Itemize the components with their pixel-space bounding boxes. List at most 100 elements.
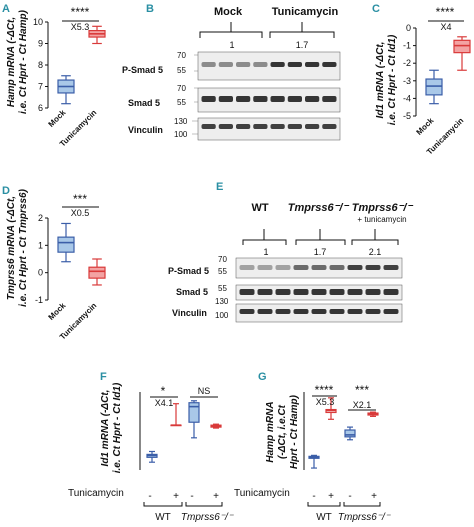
ratio-b-mock: 1 bbox=[229, 40, 234, 50]
y-label-c-line2: i.e. Ct Hprt - Ct Id1) bbox=[387, 34, 398, 125]
x-label-a-mock: Mock bbox=[47, 108, 68, 129]
panel-c: C Id1 mRNA (-ΔCt, i.e. Ct Hprt - Ct Id1)… bbox=[372, 3, 471, 157]
panel-g: G Hamp mRNA (-ΔCt, i.e.Ct Hprt - Ct Hamp… bbox=[234, 371, 391, 523]
blot-band bbox=[311, 265, 327, 270]
bracket-tmprss6-tunicamycin bbox=[351, 229, 399, 245]
panel-letter-e: E bbox=[216, 181, 223, 193]
x-label-c-mock: Mock bbox=[415, 116, 436, 137]
fold-g-wt: X5.3 bbox=[316, 397, 335, 407]
y-tick-label-c: -1 bbox=[403, 41, 411, 51]
box-d-1 bbox=[57, 222, 75, 263]
mw-e-130: 130 bbox=[215, 297, 229, 306]
box-g-2 bbox=[325, 397, 337, 420]
y-label-d-line2: i.e. Ct Hprt - Ct Tmprss6) bbox=[18, 188, 29, 306]
y-tick-label-d: -1 bbox=[35, 295, 43, 305]
blot-band bbox=[322, 124, 337, 129]
y-ticks-d: 2 1 0 -1 bbox=[35, 213, 48, 305]
blot-band bbox=[270, 96, 285, 102]
boxes-f bbox=[146, 400, 222, 463]
y-label-a-line2: i.e. Ct Hprt - Ct Hamp) bbox=[18, 9, 29, 114]
blot-band bbox=[287, 96, 302, 102]
blot-band bbox=[311, 309, 327, 314]
y-tick-label-c: -2 bbox=[403, 58, 411, 68]
blot-band bbox=[236, 96, 251, 102]
fold-c: X4 bbox=[440, 22, 451, 32]
y-label-f-line2: i.e. Ct Hprt - Ct Id1) bbox=[112, 382, 123, 473]
row-label-b-smad5: Smad 5 bbox=[128, 98, 160, 108]
boxes-c bbox=[425, 36, 471, 105]
group-label-f-tmprss6: Tmprss6⁻/⁻ bbox=[181, 512, 234, 523]
sign-g-3: - bbox=[348, 491, 351, 502]
blot-band bbox=[270, 124, 285, 129]
row-label-b-vinculin: Vinculin bbox=[128, 125, 163, 135]
y-ticks-a: 10 9 8 7 6 bbox=[33, 17, 48, 113]
box-g-4 bbox=[367, 411, 379, 417]
box-iqr bbox=[188, 402, 200, 423]
box-a-2 bbox=[88, 25, 106, 45]
blot-band bbox=[293, 265, 309, 270]
sig-g-tmprss6: *** bbox=[355, 383, 369, 397]
panel-e: E WT Tmprss6⁻/⁻ Tmprss6⁻/⁻ + tunicamycin… bbox=[168, 181, 413, 323]
mw-b-55a: 55 bbox=[177, 66, 186, 75]
group-bracket-g-tmprss6 bbox=[343, 502, 381, 507]
y-label-g-line1: Hamp mRNA bbox=[265, 401, 276, 462]
y-tick-label-a: 6 bbox=[38, 103, 43, 113]
row-label-e-smad5: Smad 5 bbox=[176, 287, 208, 297]
blot-band bbox=[305, 96, 320, 102]
blot-band bbox=[239, 289, 255, 295]
box-c-2 bbox=[453, 36, 471, 71]
y-label-d-line1: Tmprss6 mRNA (-ΔCt, bbox=[6, 196, 17, 300]
sign-g-2: + bbox=[328, 491, 334, 502]
blot-band bbox=[347, 265, 363, 270]
treatment-label-f: Tunicamycin bbox=[68, 488, 124, 499]
y-label-a-line1: Hamp mRNA (-ΔCt, bbox=[6, 17, 17, 107]
y-tick-label-a: 10 bbox=[33, 17, 43, 27]
panel-letter-c: C bbox=[372, 3, 380, 15]
box-iqr bbox=[57, 236, 75, 253]
group-label-f-wt: WT bbox=[155, 512, 171, 523]
blot-band bbox=[287, 62, 302, 67]
blot-band bbox=[305, 62, 320, 67]
y-tick-label-a: 9 bbox=[38, 39, 43, 49]
blot-band bbox=[257, 265, 273, 270]
blot-band bbox=[347, 289, 363, 295]
mw-b-130: 130 bbox=[174, 117, 188, 126]
ratio-e-wt: 1 bbox=[263, 247, 268, 257]
bracket-tmprss6 bbox=[295, 229, 346, 245]
blot-band bbox=[239, 309, 255, 314]
y-tick-label-c: -4 bbox=[403, 93, 411, 103]
group-bracket-f-wt bbox=[143, 502, 183, 507]
boxes-d bbox=[57, 222, 106, 286]
group-label-tmprss6: Tmprss6⁻/⁻ bbox=[288, 202, 350, 214]
mw-b-70b: 70 bbox=[177, 84, 186, 93]
sig-a: **** bbox=[71, 5, 90, 19]
blot-band bbox=[365, 265, 381, 270]
box-g-1 bbox=[308, 454, 320, 469]
y-label-c-line1: Id1 mRNA (-ΔCt, bbox=[375, 42, 386, 119]
blot-band bbox=[257, 309, 273, 314]
sign-f-4: + bbox=[213, 491, 219, 502]
blot-band bbox=[236, 124, 251, 129]
blot-band bbox=[311, 289, 327, 295]
ratio-b-tunicamycin: 1.7 bbox=[296, 40, 309, 50]
panel-letter-g: G bbox=[258, 371, 267, 383]
group-label-mock: Mock bbox=[214, 6, 243, 18]
sign-g-4: + bbox=[371, 491, 377, 502]
boxes-g bbox=[308, 397, 379, 469]
mw-b-100: 100 bbox=[174, 130, 188, 139]
panel-a: A Hamp mRNA (-ΔCt, i.e. Ct Hprt - Ct Ham… bbox=[2, 3, 106, 149]
panel-letter-d: D bbox=[2, 185, 10, 197]
blot-band bbox=[218, 62, 233, 67]
fold-d: X0.5 bbox=[71, 208, 90, 218]
sign-g-1: - bbox=[312, 491, 315, 502]
blot-band bbox=[218, 96, 233, 102]
y-label-f-line1: Id1 mRNA (-ΔCt, bbox=[100, 390, 111, 467]
box-c-1 bbox=[425, 69, 443, 105]
box-iqr bbox=[344, 429, 356, 438]
blot-band bbox=[201, 124, 216, 129]
sign-f-3: - bbox=[190, 491, 193, 502]
panel-letter-b: B bbox=[146, 3, 154, 15]
treatment-label-g: Tunicamycin bbox=[234, 488, 290, 499]
blot-band bbox=[322, 62, 337, 67]
